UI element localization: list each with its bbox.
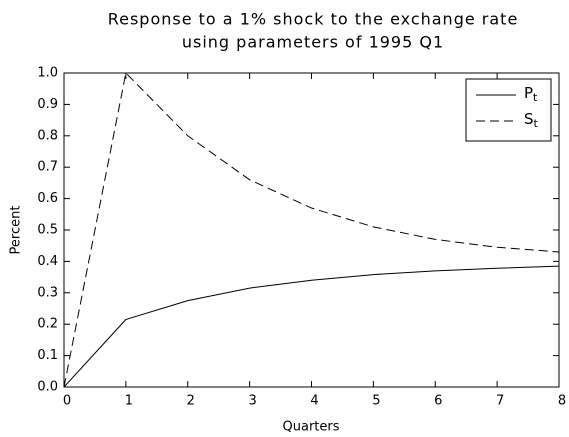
legend-label: St	[524, 110, 539, 131]
x-tick-label: 6	[434, 394, 442, 409]
y-tick-label: 0.7	[37, 160, 58, 175]
chart-subtitle: using parameters of 1995 Q1	[182, 33, 444, 52]
legend-name: S	[524, 110, 534, 128]
legend-subscript: t	[533, 91, 538, 104]
x-tick-label: 4	[310, 394, 318, 409]
y-tick-label: 1.0	[37, 66, 58, 81]
y-tick-label: 0.8	[37, 128, 58, 143]
y-tick-label: 0.2	[37, 317, 58, 332]
y-tick-label: 0.5	[37, 223, 58, 238]
y-tick-label: 0.9	[37, 97, 58, 112]
legend-name: P	[524, 84, 533, 102]
x-axis-label: Quarters	[283, 420, 340, 435]
x-tick-label: 2	[187, 394, 195, 409]
x-tick-label: 5	[372, 394, 380, 409]
x-tick-label: 0	[63, 394, 71, 409]
legend-box	[465, 78, 552, 142]
chart-title: Response to a 1% shock to the exchange r…	[108, 10, 519, 29]
x-tick-label: 7	[496, 394, 504, 409]
y-tick-label: 0.0	[37, 380, 58, 395]
y-tick-label: 0.6	[37, 191, 58, 206]
legend-label: Pt	[524, 84, 538, 105]
y-axis-label: Percent	[9, 206, 24, 255]
x-tick-label: 8	[558, 394, 566, 409]
x-tick-label: 1	[125, 394, 133, 409]
x-tick-label: 3	[248, 394, 256, 409]
series-line	[63, 265, 560, 388]
y-tick-label: 0.3	[37, 285, 58, 300]
y-tick-label: 0.1	[37, 348, 58, 363]
series-line	[63, 71, 560, 388]
y-tick-label: 0.4	[37, 254, 58, 269]
legend-subscript: t	[534, 117, 539, 130]
